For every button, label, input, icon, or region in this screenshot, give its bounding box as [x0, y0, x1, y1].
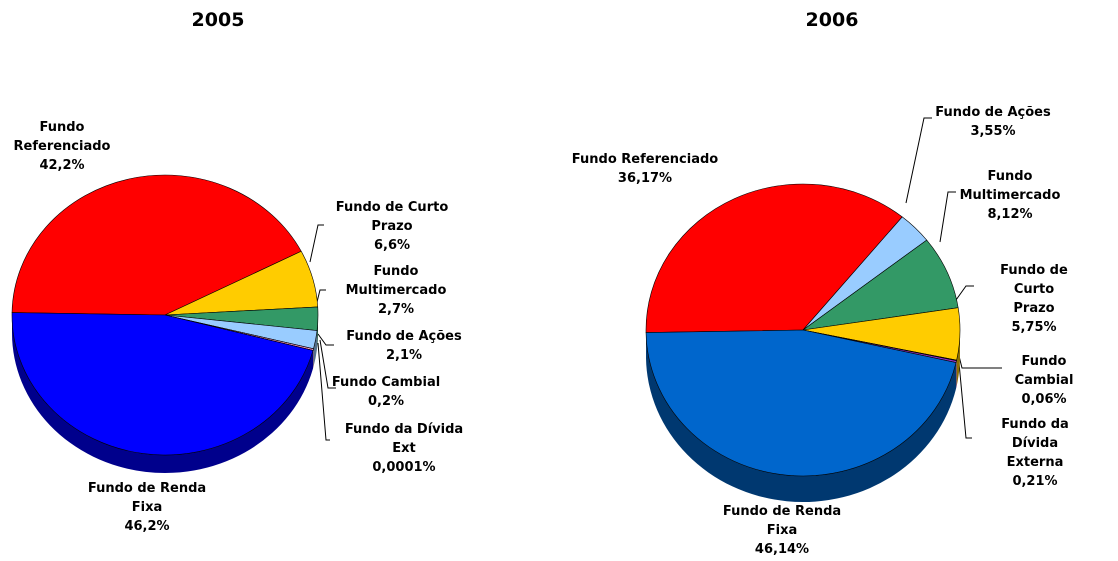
value-label: 5,75% — [1011, 320, 1057, 335]
category-label: Fundo Multimercado — [345, 264, 447, 298]
slice-label: Fundo Cambial 0,06% — [1007, 352, 1081, 409]
leader-line — [317, 333, 334, 346]
leader-line — [956, 347, 1002, 369]
category-label: Fundo da Dívida Externa — [1001, 417, 1069, 470]
leader-line — [905, 117, 932, 204]
slice-side — [313, 330, 318, 367]
value-label: 3,55% — [970, 124, 1016, 139]
slice-side — [646, 332, 957, 502]
value-label: 6,6% — [373, 238, 411, 253]
slice-label: Fundo de Ações 2,1% — [346, 327, 461, 365]
slice-label: Fundo de Renda Fixa 46,2% — [88, 479, 206, 536]
value-label: 8,12% — [987, 207, 1033, 222]
slice-label: Fundo de Curto Prazo 5,75% — [992, 261, 1076, 337]
category-label: Fundo de Ações — [346, 329, 462, 344]
leader-line — [319, 339, 336, 389]
chart-title: 2005 — [191, 9, 245, 31]
value-label: 46,2% — [124, 519, 170, 534]
slice — [11, 312, 314, 456]
slice-label: Fundo Cambial 0,2% — [332, 373, 440, 411]
slice-label: Fundo Multimercado 8,12% — [960, 167, 1061, 224]
category-label: Fundo de Curto Prazo — [1000, 263, 1068, 316]
slice-label: Fundo de Ações 3,55% — [935, 103, 1050, 141]
slice-side — [956, 330, 960, 387]
category-label: Fundo Cambial — [1014, 354, 1074, 388]
value-label: 2,1% — [385, 348, 423, 363]
category-label: Fundo Referenciado — [571, 152, 719, 167]
category-label: Fundo de Curto Prazo — [335, 200, 449, 234]
value-label: 2,7% — [377, 302, 415, 317]
leader-line — [316, 289, 326, 303]
chart-title: 2006 — [805, 9, 859, 31]
slice — [645, 329, 957, 477]
leader-line — [955, 285, 974, 301]
category-label: Fundo Cambial — [331, 375, 441, 390]
slice-label: Fundo Referenciado 42,2% — [14, 118, 111, 175]
value-label: 0,2% — [367, 394, 405, 409]
value-label: 36,17% — [617, 171, 673, 186]
category-label: Fundo de Renda Fixa — [722, 504, 842, 538]
category-label: Fundo Referenciado — [13, 120, 111, 154]
leader-line — [957, 351, 972, 439]
value-label: 0,06% — [1021, 392, 1067, 407]
slice-label: Fundo de Curto Prazo 6,6% — [336, 198, 449, 255]
leader-line — [309, 224, 324, 263]
slice-label: Fundo da Dívida Ext 0,0001% — [345, 420, 463, 477]
value-label: 42,2% — [39, 158, 85, 173]
slice-label: Fundo Multimercado 2,7% — [346, 262, 447, 319]
slice — [11, 174, 302, 316]
slice-label: Fundo da Dívida Externa 0,21% — [994, 415, 1077, 491]
leader-line — [939, 191, 956, 243]
value-label: 0,21% — [1012, 474, 1058, 489]
slice-label: Fundo de Renda Fixa 46,14% — [723, 502, 841, 559]
slice-label: Fundo Referenciado 36,17% — [572, 150, 718, 188]
value-label: 0,0001% — [372, 460, 436, 475]
value-label: 46,14% — [754, 542, 810, 557]
category-label: Fundo da Dívida Ext — [344, 422, 464, 456]
category-label: Fundo Multimercado — [959, 169, 1061, 203]
leader-line — [317, 342, 330, 441]
slice — [645, 183, 903, 333]
category-label: Fundo de Ações — [935, 105, 1051, 120]
category-label: Fundo de Renda Fixa — [87, 481, 207, 515]
